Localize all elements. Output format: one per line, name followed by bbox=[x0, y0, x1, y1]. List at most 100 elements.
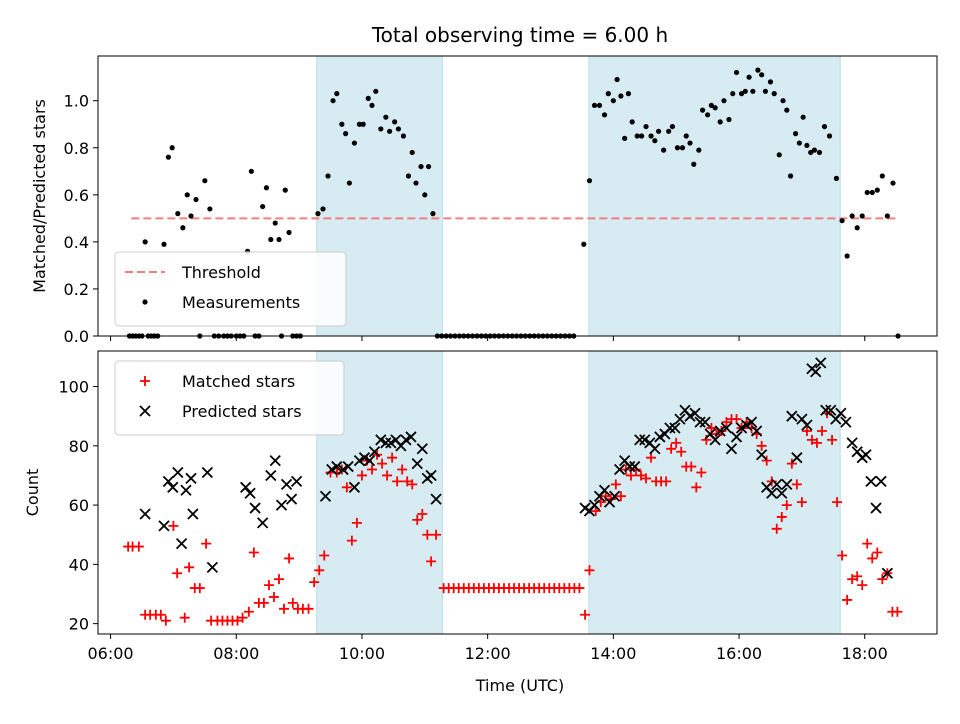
predicted-stars-point bbox=[634, 434, 646, 446]
predicted-stars-point bbox=[162, 475, 175, 488]
measurement-point bbox=[161, 241, 167, 247]
y-tick-label: 100 bbox=[58, 378, 89, 397]
predicted-stars-point bbox=[846, 437, 858, 449]
predicted-stars-point bbox=[624, 460, 636, 473]
measurement-point bbox=[733, 69, 740, 76]
predicted-stars-point bbox=[689, 407, 701, 419]
legend-entry-label: Measurements bbox=[182, 293, 300, 312]
measurement-point bbox=[796, 140, 802, 146]
predicted-stars-point bbox=[375, 434, 387, 446]
measurement-point bbox=[142, 239, 148, 245]
measurement-point bbox=[849, 213, 855, 219]
matched-stars-point bbox=[731, 414, 742, 425]
measurement-point bbox=[643, 123, 649, 130]
predicted-stars-point bbox=[639, 434, 651, 446]
matched-stars-point bbox=[160, 615, 171, 626]
predicted-stars-point bbox=[187, 508, 199, 520]
predicted-stars-point bbox=[825, 404, 837, 416]
matched-stars-point bbox=[847, 574, 858, 585]
measurement-point bbox=[629, 119, 635, 125]
measurement-point bbox=[826, 133, 833, 139]
matched-stars-point bbox=[314, 565, 325, 576]
measurement-point bbox=[268, 236, 274, 243]
predicted-stars-point bbox=[201, 466, 213, 479]
measurement-point bbox=[655, 128, 662, 134]
measurement-point bbox=[811, 147, 818, 153]
measurement-point bbox=[750, 88, 756, 94]
matched-stars-point bbox=[827, 434, 838, 445]
axes-frame bbox=[97, 350, 938, 635]
measurement-point bbox=[879, 173, 885, 179]
predicted-stars-point bbox=[791, 452, 803, 464]
measurement-point bbox=[334, 91, 340, 97]
y-tick-label: 0.0 bbox=[64, 327, 89, 346]
predicted-stars-point bbox=[425, 469, 437, 482]
matched-stars-point bbox=[776, 511, 787, 522]
predicted-stars-point bbox=[835, 407, 847, 419]
matched-stars-point bbox=[287, 597, 298, 608]
measurement-point bbox=[330, 98, 336, 104]
matched-stars-point bbox=[892, 606, 903, 617]
measurement-point bbox=[400, 133, 407, 139]
measurement-point bbox=[759, 72, 765, 78]
measurement-point bbox=[272, 220, 278, 226]
legend-measurement-swatch bbox=[142, 299, 148, 305]
predicted-stars-point bbox=[735, 422, 748, 434]
predicted-stars-point bbox=[430, 493, 442, 505]
measurement-point bbox=[392, 119, 398, 125]
matched-stars-point bbox=[194, 583, 205, 594]
predicted-stars-point bbox=[875, 475, 887, 488]
predicted-stars-point bbox=[740, 419, 753, 431]
measurement-point bbox=[808, 149, 814, 156]
legend-matched-swatch bbox=[140, 376, 150, 386]
y-tick-label: 80 bbox=[69, 437, 89, 456]
x-tick-label: 16:00 bbox=[716, 644, 762, 663]
matched-stars-point bbox=[397, 464, 408, 475]
matched-stars-point bbox=[610, 479, 621, 490]
matched-stars-point bbox=[771, 523, 782, 534]
predicted-stars-point bbox=[319, 490, 332, 502]
measurement-point bbox=[180, 225, 186, 231]
measurement-point bbox=[351, 140, 358, 146]
matched-stars-point bbox=[635, 470, 646, 481]
matched-stars-point bbox=[351, 517, 362, 528]
matched-stars-point bbox=[666, 443, 677, 454]
predicted-stars-point bbox=[684, 410, 696, 422]
matched-stars-point bbox=[422, 529, 433, 540]
measurement-point bbox=[591, 102, 598, 109]
predicted-stars-point bbox=[206, 561, 219, 573]
matched-stars-point bbox=[392, 476, 403, 487]
y-tick-label: 0.8 bbox=[64, 139, 89, 158]
matched-stars-point bbox=[691, 482, 702, 493]
predicted-stars-point bbox=[269, 455, 281, 467]
y-tick-label: 60 bbox=[69, 496, 89, 515]
x-tick-label: 08:00 bbox=[213, 644, 259, 663]
measurement-point bbox=[405, 173, 412, 179]
measurement-point bbox=[610, 98, 616, 104]
matched-stars-point bbox=[661, 476, 672, 487]
measurement-point bbox=[387, 128, 393, 134]
x-tick-label: 10:00 bbox=[339, 644, 385, 663]
predicted-stars-point bbox=[363, 455, 376, 467]
predicted-stars-point bbox=[380, 437, 392, 449]
matched-stars-point bbox=[268, 591, 279, 602]
measurement-point bbox=[202, 178, 208, 184]
predicted-stars-point bbox=[368, 446, 381, 458]
predicted-stars-point bbox=[730, 431, 743, 443]
legend-box bbox=[114, 251, 347, 327]
predicted-stars-point bbox=[756, 449, 768, 461]
measurement-point bbox=[699, 107, 706, 113]
measurement-point bbox=[833, 175, 840, 181]
matched-stars-point bbox=[857, 580, 868, 591]
measurement-point bbox=[286, 229, 292, 236]
predicted-stars-point bbox=[649, 443, 661, 455]
matched-stars-point bbox=[172, 568, 183, 579]
matched-stars-point bbox=[402, 476, 413, 487]
predicted-stars-point bbox=[139, 508, 151, 520]
predicted-stars-point bbox=[348, 481, 361, 493]
measurement-point bbox=[639, 133, 645, 139]
matched-stars-point bbox=[201, 538, 212, 549]
measurement-point bbox=[378, 126, 384, 132]
measurement-point bbox=[263, 185, 270, 191]
measurement-point bbox=[742, 88, 748, 94]
